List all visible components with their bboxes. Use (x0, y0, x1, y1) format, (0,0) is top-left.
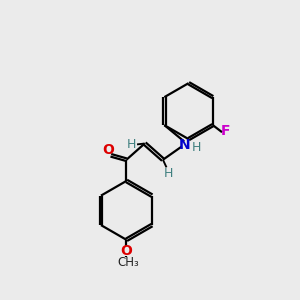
Text: CH₃: CH₃ (117, 256, 139, 269)
Text: O: O (121, 244, 132, 258)
Text: O: O (102, 143, 114, 157)
Text: F: F (221, 124, 231, 138)
Text: H: H (127, 139, 136, 152)
Text: H: H (163, 167, 172, 180)
Text: H: H (192, 141, 201, 154)
Text: N: N (178, 138, 190, 152)
